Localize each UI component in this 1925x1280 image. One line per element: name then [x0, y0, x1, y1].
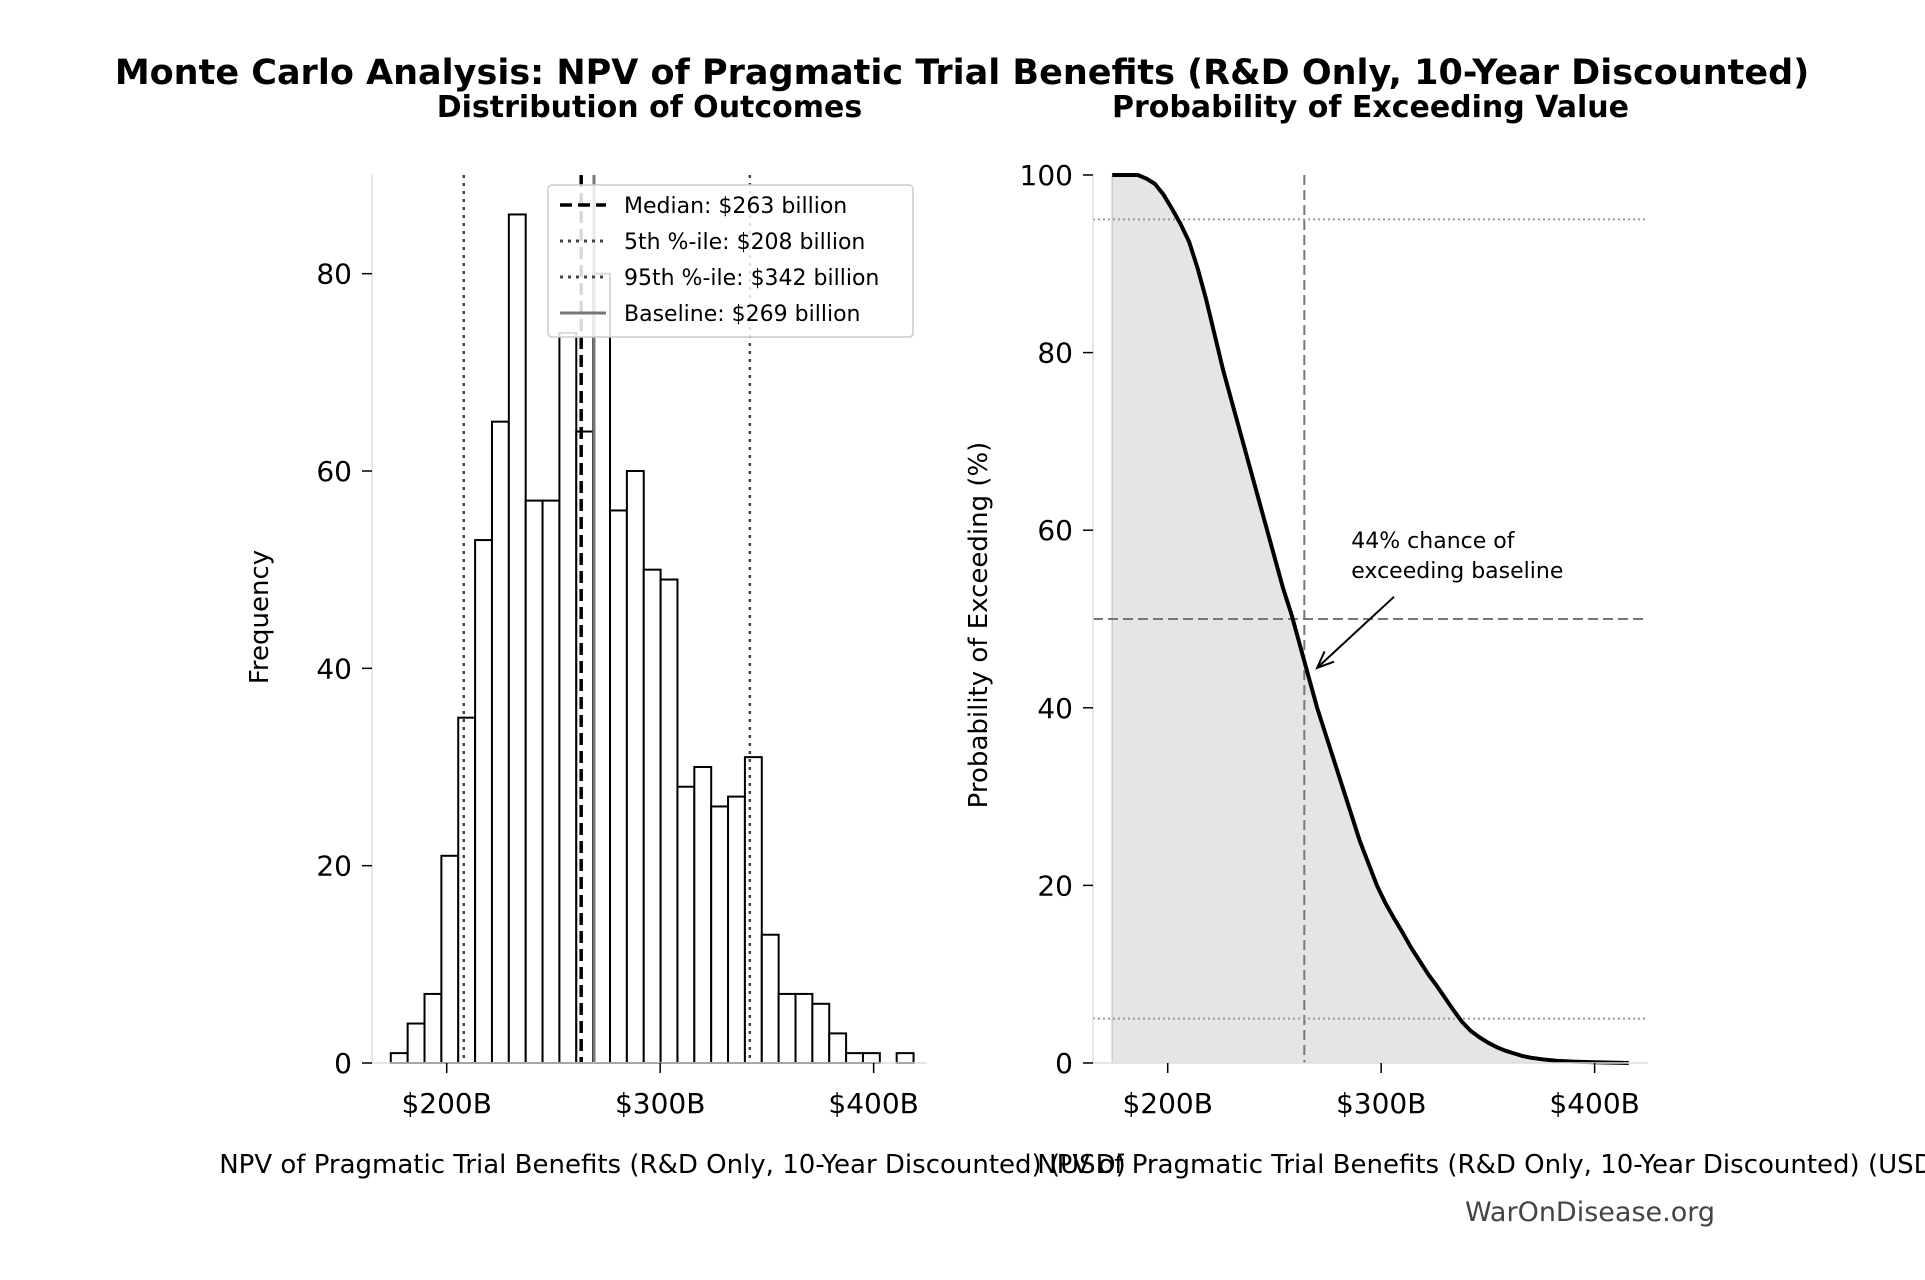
exceedance-subtitle: Probability of Exceeding Value: [1112, 90, 1629, 125]
histogram-bar: [693, 766, 713, 1064]
y-axis-label: Frequency: [245, 550, 275, 684]
legend-label: Baseline: $269 billion: [624, 302, 860, 327]
legend-label: 5th %-ile: $208 billion: [624, 230, 865, 255]
histogram-bar: [811, 1002, 831, 1064]
figure-title: Monte Carlo Analysis: NPV of Pragmatic T…: [115, 53, 1809, 93]
y-tick-label: 80: [1037, 337, 1073, 370]
x-axis-label: NPV of Pragmatic Trial Benefits (R&D Onl…: [219, 1150, 1126, 1180]
histogram-panel: Distribution of Outcomes 0 20 40 60 80 $200B $3…: [219, 90, 1126, 1180]
annotation-text: 44% chance of: [1351, 529, 1515, 554]
exceedance-curve: [1112, 173, 1629, 1065]
histogram-bar: [592, 272, 612, 1064]
y-tick-label: 20: [316, 850, 352, 883]
legend-box: [547, 184, 914, 338]
x-tick-label: $300B: [615, 1087, 705, 1120]
histogram-bar: [457, 716, 477, 1065]
histogram-bar: [541, 499, 561, 1065]
histogram-bar: [423, 992, 443, 1065]
histogram-bar: [845, 1052, 864, 1064]
histogram-bar: [642, 568, 662, 1065]
annotation-text: exceeding baseline: [1351, 559, 1563, 584]
histogram-bar: [558, 331, 578, 1065]
histogram-bar: [609, 509, 628, 1064]
annotation-arrow-head: [1315, 651, 1335, 670]
x-tick-label: $300B: [1336, 1087, 1426, 1120]
histogram-bar: [828, 1032, 848, 1065]
y-tick-label: 40: [316, 652, 352, 685]
x-axis-label: NPV of Pragmatic Trial Benefits (R&D Onl…: [1037, 1150, 1925, 1180]
x-tick-label: $400B: [828, 1087, 918, 1120]
histogram-bar: [507, 213, 527, 1064]
y-tick-label: 0: [334, 1047, 352, 1080]
x-tick-label: $200B: [401, 1087, 491, 1120]
histogram-bar: [743, 756, 763, 1065]
x-tick-label: $400B: [1549, 1087, 1639, 1120]
y-tick-label: 80: [316, 258, 352, 291]
exceedance-panel: Probability of Exceeding Value 0 20 40 60 80 1…: [964, 90, 1925, 1180]
watermark: WarOnDisease.org: [1465, 1197, 1715, 1228]
histogram-bar: [406, 1022, 426, 1064]
legend-label: Median: $263 billion: [624, 194, 847, 219]
y-tick-label: 20: [1037, 869, 1073, 902]
y-tick-label: 100: [1020, 159, 1073, 192]
histogram-bar: [727, 795, 746, 1064]
histogram-bar: [760, 933, 780, 1064]
histogram-bar: [895, 1052, 915, 1064]
annotation-arrow-shaft: [1316, 596, 1395, 669]
histogram-bar: [777, 992, 797, 1065]
histogram-bar: [794, 992, 814, 1065]
histogram-bar: [524, 499, 544, 1065]
legend-label: 95th %-ile: $342 billion: [624, 266, 879, 291]
y-tick-label: 60: [316, 455, 352, 488]
histogram-bar: [490, 420, 510, 1064]
y-tick-label: 0: [1055, 1047, 1073, 1080]
histogram-bar: [625, 470, 645, 1064]
y-tick-label: 60: [1037, 514, 1073, 547]
histogram-bar: [861, 1052, 881, 1064]
histogram-bar: [440, 854, 460, 1064]
y-axis-label: Probability of Exceeding (%): [964, 442, 994, 809]
histogram-bar: [575, 430, 595, 1064]
histogram-bar: [710, 805, 730, 1064]
histogram-bar: [659, 578, 679, 1064]
histogram-subtitle: Distribution of Outcomes: [437, 90, 863, 125]
histogram-bar: [474, 539, 493, 1064]
histogram-bar: [676, 785, 696, 1064]
y-tick-label: 40: [1037, 692, 1073, 725]
x-tick-label: $200B: [1122, 1087, 1212, 1120]
exceedance-area: [1112, 175, 1629, 1063]
histogram-bar: [389, 1052, 409, 1064]
